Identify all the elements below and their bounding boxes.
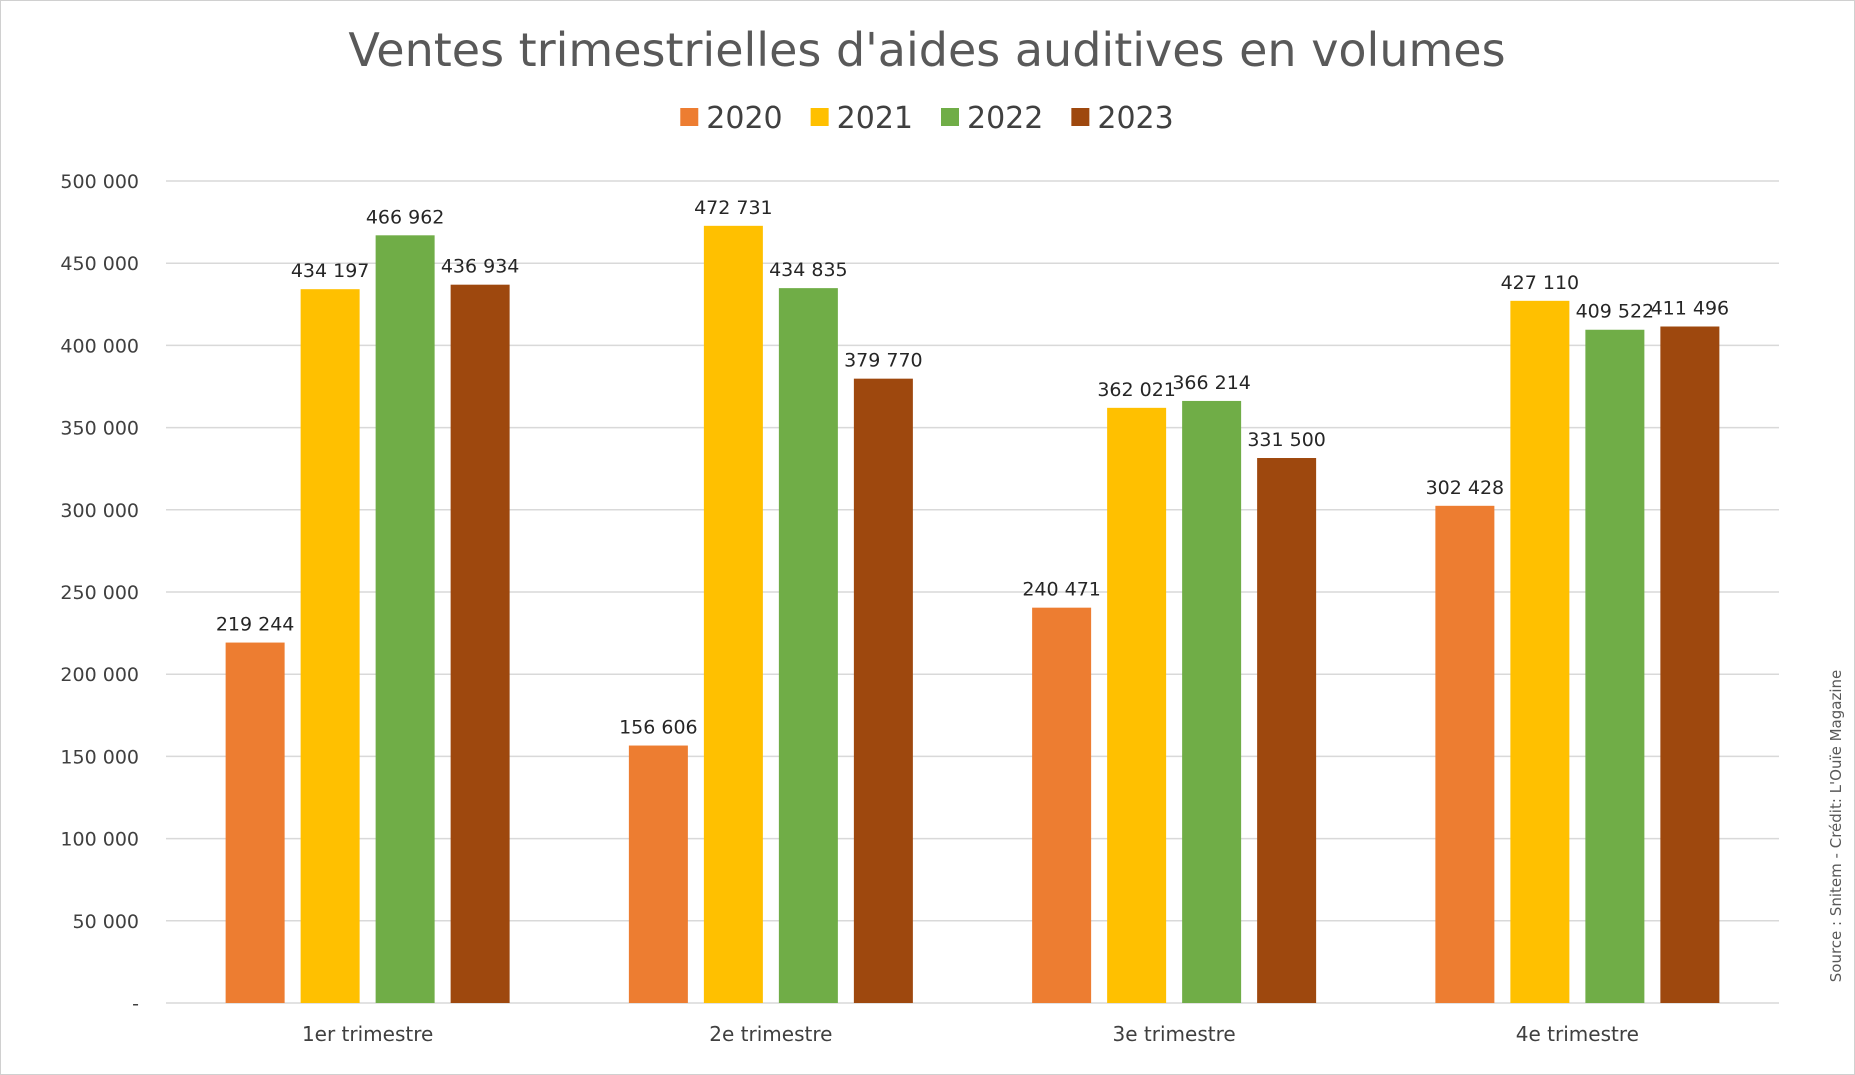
source-credit: Source : Snitem - Crédit: L'Ouïe Magazin… <box>1827 670 1845 983</box>
y-tick-label: 450 000 <box>60 253 139 275</box>
data-label: 366 214 <box>1172 372 1251 394</box>
bar-2023-4 <box>1660 326 1720 1003</box>
data-label: 156 606 <box>619 717 698 739</box>
bars <box>225 225 1720 1004</box>
bar-2021-1 <box>300 289 360 1003</box>
legend-swatch <box>810 108 829 126</box>
bar-2020-4 <box>1435 505 1495 1003</box>
legend-label: 2020 <box>706 101 782 136</box>
category-label: 1er trimestre <box>302 1022 433 1046</box>
bar-2023-2 <box>853 378 913 1004</box>
category-label: 4e trimestre <box>1516 1022 1639 1046</box>
x-axis-categories: 1er trimestre 2e trimestre 3e trimestre 4e … <box>302 1022 1639 1046</box>
data-label: 362 021 <box>1097 379 1176 401</box>
data-label: 411 496 <box>1651 298 1730 320</box>
legend: 2020 2021 2022 2023 <box>680 101 1174 136</box>
data-label: 434 197 <box>291 260 370 282</box>
y-tick-label: 400 000 <box>60 335 139 357</box>
bar-2021-3 <box>1107 407 1167 1003</box>
y-tick-label: 100 000 <box>60 829 139 851</box>
category-label: 2e trimestre <box>709 1022 832 1046</box>
data-label: 240 471 <box>1022 579 1101 601</box>
legend-swatch <box>680 108 699 126</box>
bar-2021-2 <box>703 225 763 1004</box>
bar-2020-1 <box>225 642 285 1003</box>
data-label: 331 500 <box>1247 429 1326 451</box>
y-tick-label: 300 000 <box>60 500 139 522</box>
y-tick-label: 250 000 <box>60 582 139 604</box>
bar-2022-3 <box>1182 400 1242 1003</box>
y-tick-label: - <box>132 993 139 1015</box>
bar-2021-4 <box>1510 300 1570 1003</box>
y-tick-label: 150 000 <box>60 746 139 768</box>
legend-label: 2023 <box>1097 101 1173 136</box>
chart-title: Ventes trimestrielles d'aides auditives … <box>348 23 1505 77</box>
category-label: 3e trimestre <box>1113 1022 1236 1046</box>
bar-2022-1 <box>375 235 435 1004</box>
y-tick-label: 350 000 <box>60 418 139 440</box>
data-label: 472 731 <box>694 197 773 219</box>
y-tick-label: 200 000 <box>60 664 139 686</box>
data-label: 434 835 <box>769 259 848 281</box>
y-tick-label: 500 000 <box>60 171 139 193</box>
legend-swatch <box>1071 108 1090 126</box>
data-labels: 219 244 434 197 466 962 436 934 156 606 472 7… <box>216 197 1729 739</box>
gridlines <box>166 180 1779 1004</box>
bar-2020-2 <box>628 745 688 1003</box>
y-tick-label: 50 000 <box>73 911 139 933</box>
data-label: 436 934 <box>441 256 520 278</box>
y-axis-ticks: - 50 000 100 000 150 000 200 000 250 000 300 0… <box>60 171 139 1015</box>
legend-swatch <box>941 108 959 126</box>
legend-label: 2022 <box>967 101 1043 136</box>
legend-label: 2021 <box>837 101 913 136</box>
bar-2022-4 <box>1585 329 1645 1003</box>
data-label: 219 244 <box>216 614 295 636</box>
bar-2023-1 <box>450 284 510 1003</box>
bar-2022-2 <box>778 288 838 1004</box>
bar-2020-3 <box>1032 607 1092 1003</box>
data-label: 409 522 <box>1576 301 1655 323</box>
data-label: 379 770 <box>844 350 923 372</box>
data-label: 427 110 <box>1501 272 1580 294</box>
data-label: 466 962 <box>366 206 445 228</box>
bar-2023-3 <box>1257 458 1317 1003</box>
data-label: 302 428 <box>1426 477 1505 499</box>
